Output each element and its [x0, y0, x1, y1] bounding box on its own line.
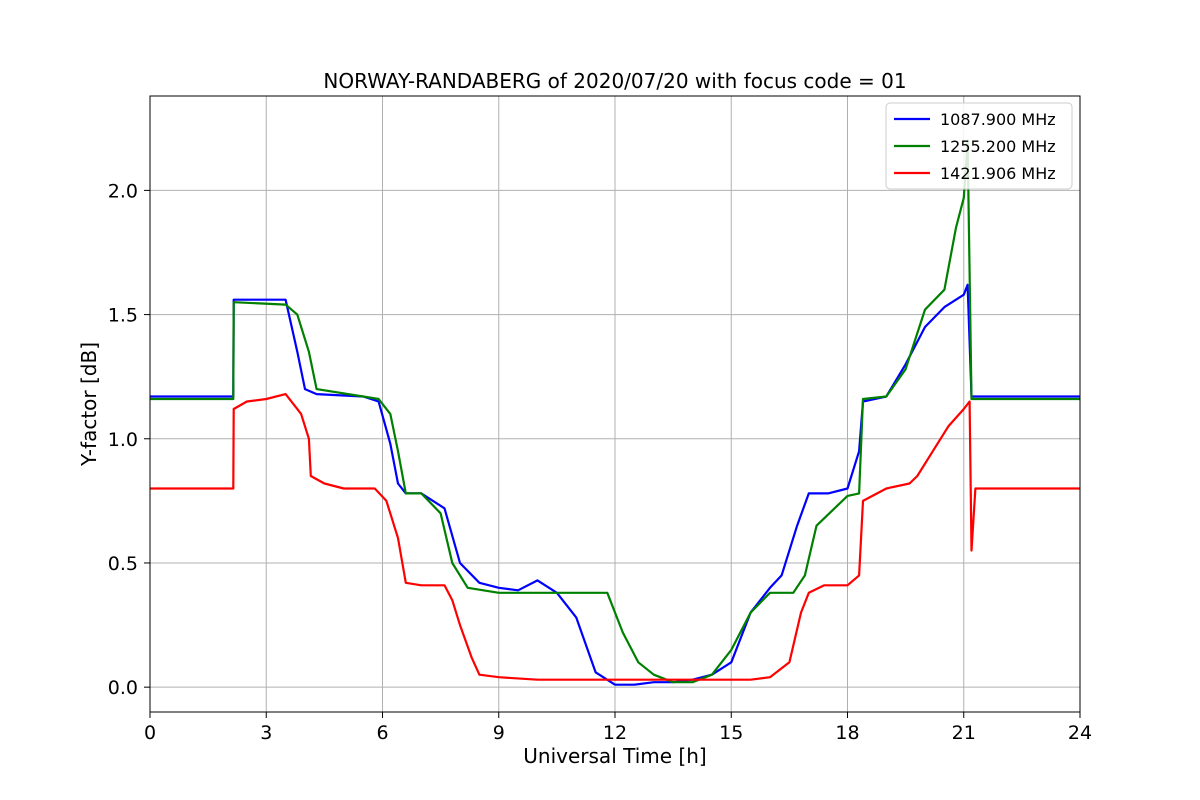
x-tick-label: 6	[376, 722, 388, 744]
legend-box	[885, 102, 1073, 190]
x-tick-label: 18	[835, 722, 859, 744]
y-tick-label: 0.0	[108, 677, 138, 699]
legend-label: 1087.900 MHz	[940, 110, 1056, 129]
x-tick-label: 0	[144, 722, 156, 744]
x-tick-label: 24	[1068, 722, 1092, 744]
x-tick-label: 21	[952, 722, 976, 744]
x-axis-title: Universal Time [h]	[523, 744, 706, 768]
legend-label: 1255.200 MHz	[940, 137, 1056, 156]
y-axis-title: Y-factor [dB]	[77, 342, 101, 467]
legend: 1087.900 MHz 1255.200 MHz 1421.906 MHz	[885, 102, 1073, 190]
y-tick-label: 2.0	[108, 180, 138, 202]
x-tick-label: 15	[719, 722, 743, 744]
y-tick-label: 1.5	[108, 305, 138, 327]
y-tick-label: 0.5	[108, 553, 138, 575]
series-line-1	[150, 283, 1080, 686]
series-line-2	[150, 139, 1080, 684]
axis-ticks: 0 3 6 9 12 15 18 21 24 0.0 0.5 1.0 1.5 2.0	[108, 180, 1092, 744]
x-tick-label: 9	[493, 722, 505, 744]
plot-lines	[150, 139, 1080, 686]
x-tick-label: 12	[603, 722, 627, 744]
chart-title: NORWAY-RANDABERG of 2020/07/20 with focu…	[323, 69, 906, 93]
series-line-3	[150, 393, 1080, 681]
legend-label: 1421.906 MHz	[940, 164, 1056, 183]
y-tick-label: 1.0	[108, 429, 138, 451]
x-tick-label: 3	[260, 722, 272, 744]
